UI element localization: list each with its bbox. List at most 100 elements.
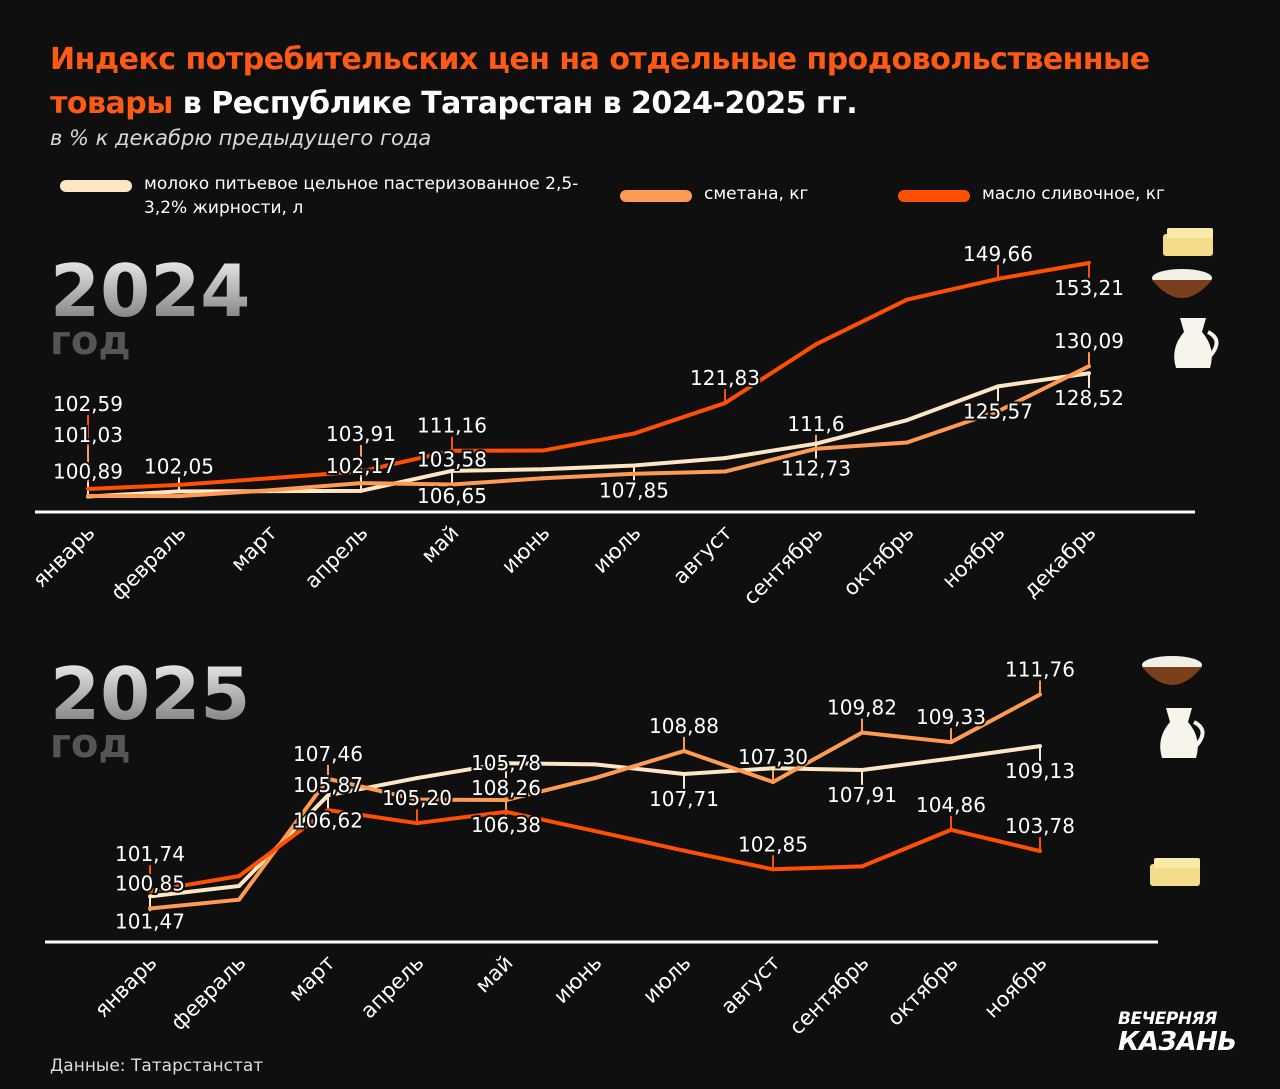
data-label: 121,83 xyxy=(690,366,760,390)
milk-jug-icon xyxy=(1174,318,1212,368)
data-point xyxy=(359,469,363,474)
data-label: 101,03 xyxy=(53,423,123,447)
x-tick-label: август xyxy=(716,951,784,1019)
data-label: 105,20 xyxy=(382,786,452,810)
data-label: 100,89 xyxy=(53,460,123,484)
data-point xyxy=(450,448,454,453)
x-tick-label: октябрь xyxy=(839,521,919,601)
data-point xyxy=(504,798,508,803)
data-label: 111,76 xyxy=(1005,658,1075,682)
data-label: 153,21 xyxy=(1054,276,1124,300)
data-label: 108,26 xyxy=(471,776,541,800)
data-label: 105,78 xyxy=(471,751,541,775)
data-point xyxy=(415,797,419,802)
data-point xyxy=(723,456,727,461)
data-label: 107,71 xyxy=(649,787,719,811)
sour-cream-bowl-icon xyxy=(1142,667,1202,685)
legend-swatch-butter xyxy=(898,190,970,202)
year-suffix: год xyxy=(50,721,131,767)
data-point xyxy=(860,768,864,773)
data-point xyxy=(415,821,419,826)
data-point xyxy=(268,488,272,493)
x-tick-label: октябрь xyxy=(883,951,963,1031)
data-point xyxy=(682,848,686,853)
data-point xyxy=(450,482,454,487)
x-tick-label: февраль xyxy=(106,521,190,605)
data-label: 103,58 xyxy=(417,448,487,472)
data-point xyxy=(723,469,727,474)
data-point xyxy=(148,906,152,911)
x-tick-label: июль xyxy=(588,521,645,578)
series-line-масло xyxy=(87,261,1090,491)
logo-line2: КАЗАНЬ xyxy=(1118,1027,1237,1057)
data-point xyxy=(814,342,818,347)
data-point xyxy=(949,756,953,761)
butter-icon xyxy=(1150,864,1200,886)
data-point xyxy=(996,276,1000,281)
data-point xyxy=(771,867,775,872)
data-point xyxy=(905,297,909,302)
data-label: 102,85 xyxy=(738,832,808,856)
data-label: 100,85 xyxy=(115,872,185,896)
data-point xyxy=(541,448,545,453)
x-tick-label: январь xyxy=(90,951,162,1023)
year-suffix: год xyxy=(50,318,131,364)
data-point xyxy=(996,384,1000,389)
legend-label: молоко питьевое цельное пастеризованное … xyxy=(144,174,579,218)
x-tick-label: декабрь xyxy=(1019,521,1101,603)
data-label: 125,57 xyxy=(963,399,1033,423)
year-2025-heading: 2025 год xyxy=(50,658,250,764)
data-point xyxy=(723,401,727,406)
data-label: 108,88 xyxy=(649,714,719,738)
x-tick-label: июль xyxy=(638,951,695,1008)
series-line-сметана xyxy=(149,692,1041,911)
year-number: 2025 xyxy=(50,652,251,736)
data-label: 102,59 xyxy=(53,392,123,416)
data-point xyxy=(177,482,181,487)
x-tick-label: май xyxy=(471,951,518,998)
legend-label: масло сливочное, кг xyxy=(982,184,1165,204)
data-label: 107,91 xyxy=(827,783,897,807)
data-point xyxy=(504,809,508,814)
data-label: 149,66 xyxy=(963,242,1033,266)
data-label: 103,91 xyxy=(326,422,396,446)
data-point xyxy=(1087,371,1091,376)
data-label: 107,85 xyxy=(599,478,669,502)
data-point xyxy=(237,883,241,888)
data-label: 103,78 xyxy=(1005,814,1075,838)
data-point xyxy=(632,463,636,468)
x-tick-label: март xyxy=(226,521,281,576)
x-tick-label: июнь xyxy=(549,951,607,1009)
subtitle: в % к декабрю предыдущего года xyxy=(50,126,432,150)
data-point xyxy=(860,730,864,735)
data-label: 112,73 xyxy=(781,457,851,481)
data-point xyxy=(1087,260,1091,265)
x-tick-label: май xyxy=(417,521,464,568)
x-tick-label: апрель xyxy=(300,521,373,594)
x-tick-label: сентябрь xyxy=(739,521,828,610)
page-title: Индекс потребительских цен на отдельные … xyxy=(50,38,1280,126)
data-label: 109,13 xyxy=(1005,759,1075,783)
legend-butter: масло сливочное, кг xyxy=(898,182,1165,206)
data-point xyxy=(1087,364,1091,369)
data-label: 111,6 xyxy=(787,412,844,436)
data-point xyxy=(326,793,330,798)
year-2024-heading: 2024 год xyxy=(50,255,250,361)
data-label: 106,62 xyxy=(293,808,363,832)
data-point xyxy=(996,409,1000,414)
data-point xyxy=(504,761,508,766)
data-point xyxy=(326,808,330,813)
series-line-масло xyxy=(149,808,1041,894)
data-point xyxy=(541,467,545,472)
series-line-молоко xyxy=(149,744,1041,899)
data-point xyxy=(771,766,775,771)
data-point xyxy=(148,889,152,894)
logo: ВЕЧЕРНЯЯ КАЗАНЬ xyxy=(1118,1010,1237,1057)
data-label: 105,87 xyxy=(293,773,363,797)
data-point xyxy=(949,827,953,832)
data-label: 107,46 xyxy=(293,742,363,766)
data-point xyxy=(814,446,818,451)
data-point xyxy=(1038,744,1042,749)
sour-cream-bowl-icon xyxy=(1152,280,1212,298)
legend-sour-cream: сметана, кг xyxy=(620,182,809,206)
